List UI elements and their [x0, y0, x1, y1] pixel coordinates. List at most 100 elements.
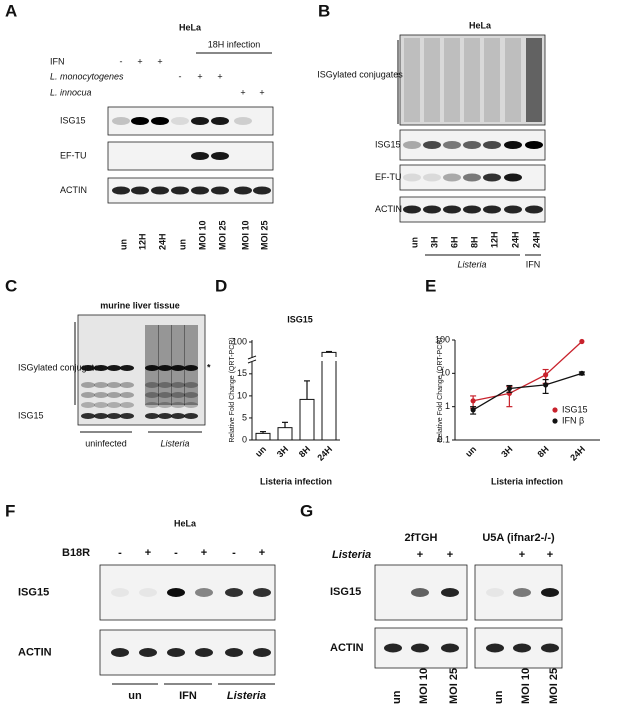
label: MOI 25	[448, 668, 460, 704]
band	[171, 186, 189, 195]
band	[94, 413, 108, 419]
band	[463, 205, 481, 214]
label: U5A (ifnar2-/-)	[482, 532, 555, 544]
band	[158, 413, 172, 419]
label: ISG15	[330, 586, 361, 598]
band	[120, 382, 134, 388]
label: 12H	[489, 231, 499, 248]
label: +	[240, 87, 245, 97]
label: 6H	[449, 236, 459, 248]
label: 10	[440, 368, 450, 378]
smear	[424, 38, 440, 122]
label: 3H	[275, 444, 290, 459]
band	[94, 382, 108, 388]
point	[470, 398, 476, 404]
label: +	[201, 547, 207, 559]
label: Relative Fold Change (QRT-PCR)	[437, 337, 444, 442]
band	[513, 643, 531, 653]
label: +	[259, 87, 264, 97]
label: +	[259, 547, 265, 559]
band	[107, 413, 121, 419]
band	[541, 588, 559, 597]
label: MOI 10	[418, 668, 430, 704]
label: L. innocua	[50, 87, 92, 97]
rule	[247, 355, 257, 360]
band	[139, 588, 157, 597]
label: EF-TU	[375, 172, 402, 182]
label: +	[137, 56, 142, 66]
band	[111, 648, 129, 657]
label: 100	[232, 336, 247, 346]
smear	[444, 38, 460, 122]
band	[443, 173, 461, 182]
label: -	[120, 56, 123, 66]
band	[158, 365, 172, 371]
band	[211, 152, 229, 160]
band	[94, 365, 108, 371]
band	[151, 186, 169, 195]
band	[171, 365, 185, 371]
band	[486, 588, 504, 597]
band	[81, 402, 95, 408]
band	[151, 117, 169, 125]
label: Listeria	[332, 549, 371, 561]
point	[506, 385, 512, 392]
band	[483, 205, 501, 214]
label: EF-TU	[60, 150, 87, 160]
band	[81, 413, 95, 419]
band	[81, 382, 95, 388]
band	[211, 186, 229, 195]
band	[81, 365, 95, 371]
label: +	[197, 71, 202, 81]
label: 0.1	[437, 434, 450, 444]
band	[167, 648, 185, 657]
label: 8H	[469, 236, 479, 248]
band	[504, 173, 522, 182]
band	[403, 205, 421, 214]
point	[543, 382, 549, 388]
label: un	[128, 690, 142, 702]
band	[158, 392, 172, 398]
band	[171, 392, 185, 398]
label: ACTIN	[375, 204, 402, 214]
band	[139, 648, 157, 657]
label: F	[5, 501, 15, 520]
point	[470, 407, 476, 413]
band	[504, 141, 522, 149]
label: 0	[242, 434, 247, 444]
label: MOI 10	[197, 220, 207, 250]
band	[483, 141, 501, 149]
label: uninfected	[85, 438, 127, 448]
label: ISG15	[287, 314, 313, 324]
rule	[247, 359, 257, 364]
band	[441, 588, 459, 597]
band	[112, 117, 130, 125]
band	[107, 365, 121, 371]
band	[171, 117, 189, 125]
band	[107, 402, 121, 408]
band	[184, 392, 198, 398]
band	[211, 117, 229, 125]
label: ACTIN	[330, 642, 364, 654]
label: -	[179, 71, 182, 81]
label: un	[253, 444, 268, 459]
break-gap	[320, 357, 338, 361]
label: 1	[445, 401, 450, 411]
label: Listeria	[457, 259, 486, 269]
band	[120, 402, 134, 408]
label: Listeria infection	[491, 476, 563, 486]
label: Listeria	[160, 438, 189, 448]
band	[145, 402, 159, 408]
band	[195, 648, 213, 657]
label: +	[547, 549, 553, 561]
label: L. monocytogenes	[50, 71, 124, 81]
blot	[99, 629, 276, 676]
band	[111, 588, 129, 597]
band	[131, 186, 149, 195]
band	[423, 205, 441, 214]
label: +	[519, 549, 525, 561]
label: MOI 25	[259, 220, 269, 250]
band	[184, 413, 198, 419]
bar	[299, 398, 315, 441]
label: 24H	[568, 444, 587, 463]
